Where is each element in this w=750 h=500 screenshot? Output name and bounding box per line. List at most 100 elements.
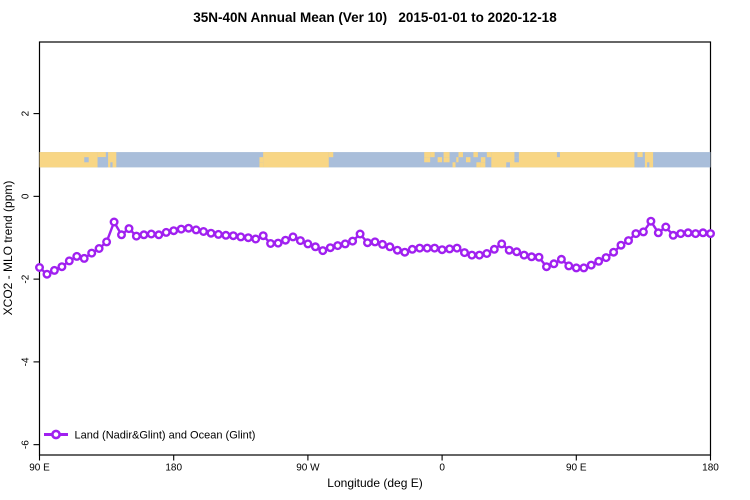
data-point-marker — [542, 262, 552, 272]
data-point-marker — [295, 236, 305, 246]
land-patch — [328, 152, 334, 158]
data-point-marker — [482, 248, 492, 258]
land-segment — [263, 152, 329, 168]
chart-title: 35N-40N Annual Mean (Ver 10) 2015-01-01 … — [193, 10, 557, 25]
data-point-marker — [79, 253, 89, 263]
data-point-marker — [355, 229, 365, 239]
ocean-patch — [97, 157, 108, 163]
data-point-marker — [489, 244, 499, 254]
data-point-marker — [460, 248, 470, 258]
data-point-marker — [549, 259, 559, 269]
data-point-marker — [624, 236, 634, 246]
land-patch — [259, 157, 264, 163]
ocean-patch — [514, 152, 519, 158]
land-segment — [644, 152, 654, 168]
data-point-marker — [452, 243, 462, 253]
ocean-patch — [556, 152, 560, 158]
series-line — [38, 219, 712, 276]
data-point-marker — [586, 260, 596, 270]
x-axis-title: Longitude (deg E) — [327, 476, 422, 490]
data-point-marker — [400, 247, 410, 257]
ocean-patch — [634, 157, 645, 163]
land-patch — [97, 152, 106, 158]
data-point-marker — [340, 239, 350, 249]
data-point-marker — [94, 243, 104, 253]
data-point-marker — [445, 244, 455, 254]
land-patch — [437, 157, 443, 163]
data-point-marker — [228, 231, 238, 241]
plot-border — [38, 41, 712, 456]
data-point-marker — [571, 263, 581, 273]
data-point-marker — [325, 243, 335, 253]
data-point-marker — [527, 252, 537, 262]
data-point-marker — [243, 233, 253, 243]
data-point-marker — [64, 256, 74, 266]
ocean-patch — [110, 162, 113, 168]
data-point-marker — [109, 217, 119, 227]
land-patch — [259, 162, 264, 168]
data-point-marker — [698, 228, 708, 238]
x-tick-label: 90 E — [29, 463, 50, 474]
data-point-marker — [407, 244, 417, 254]
land-patch — [443, 152, 450, 158]
data-point-marker — [631, 229, 641, 239]
data-point-marker — [206, 228, 216, 238]
data-point-marker — [415, 243, 425, 253]
data-point-marker — [661, 222, 671, 232]
legend: Land (Nadir&Glint) and Ocean (Glint) — [44, 430, 255, 442]
land-patch — [476, 162, 481, 168]
data-point-marker — [318, 246, 328, 256]
land-segment — [39, 152, 98, 168]
land-patch — [424, 157, 431, 163]
land-segment — [491, 152, 635, 168]
land-patch — [480, 162, 486, 168]
data-point-marker — [519, 250, 529, 260]
land-ocean-map-band — [39, 152, 711, 168]
land-patch — [480, 157, 486, 163]
data-point-marker — [497, 239, 507, 249]
x-axis-ticks: 90 E 180 90 W 0 90 E 180 — [29, 455, 719, 474]
data-point-marker — [236, 232, 246, 242]
data-point-marker — [691, 229, 701, 239]
data-point-marker — [504, 245, 514, 255]
data-point-marker — [646, 216, 656, 226]
data-point-marker — [303, 239, 313, 249]
ocean-patch — [84, 157, 89, 163]
data-point-marker — [221, 230, 231, 240]
data-point-marker — [266, 238, 276, 248]
data-point-marker — [49, 265, 59, 275]
legend-open-circle-icon — [51, 429, 61, 440]
data-point-marker — [706, 229, 716, 239]
y-axis-title: XCO2 - MLO trend (ppm) — [1, 181, 15, 316]
ocean-patch — [97, 162, 108, 168]
data-point-marker — [191, 225, 201, 235]
data-point-marker — [370, 237, 380, 247]
data-point-marker — [564, 261, 574, 271]
data-point-marker — [638, 227, 648, 237]
land-patch — [424, 152, 431, 158]
data-point-marker — [154, 230, 164, 240]
data-point-marker — [213, 229, 223, 239]
data-point-marker — [534, 252, 544, 262]
data-series — [35, 216, 716, 279]
y-tick-label: -6 — [21, 440, 32, 449]
data-point-marker — [139, 230, 149, 240]
data-point-marker — [474, 250, 484, 260]
data-point-marker — [198, 226, 208, 236]
land-patch — [430, 152, 435, 158]
data-point-marker — [72, 251, 82, 261]
land-patch — [473, 152, 478, 158]
data-point-marker — [601, 253, 611, 263]
data-point-marker — [385, 242, 395, 252]
data-point-marker — [258, 231, 268, 241]
data-point-marker — [653, 228, 663, 238]
y-tick-label: -2 — [21, 274, 32, 283]
y-tick-label: 2 — [21, 110, 32, 116]
legend-label: Land (Nadir&Glint) and Ocean (Glint) — [75, 430, 256, 442]
data-point-marker — [616, 240, 626, 250]
data-point-marker — [131, 231, 141, 241]
land-patch — [637, 152, 643, 158]
x-tick-label: 180 — [165, 463, 182, 474]
y-axis-ticks: 2 0 -2 -4 -6 — [21, 110, 40, 449]
